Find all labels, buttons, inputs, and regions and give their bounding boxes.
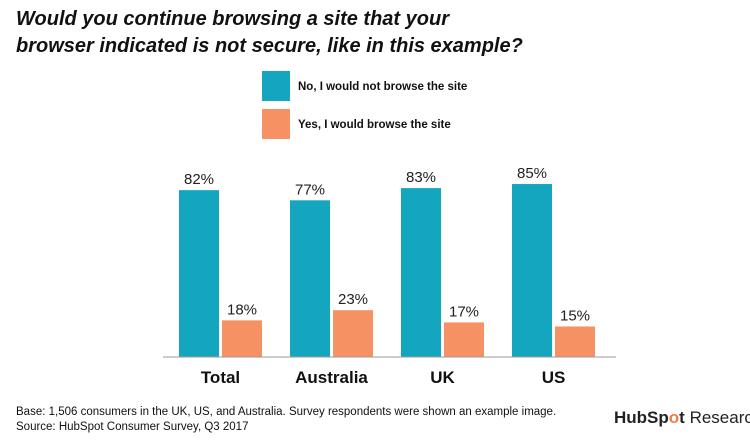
bar-uk-yes (444, 322, 484, 357)
bar-us-no (512, 184, 552, 357)
bar-us-yes (555, 326, 595, 357)
data-label-us-yes: 15% (560, 307, 590, 324)
bar-australia-no (290, 200, 330, 357)
x-tick-us: US (542, 368, 566, 387)
footer-base-note: Base: 1,506 consumers in the UK, US, and… (16, 406, 557, 418)
data-label-australia-no: 77% (295, 181, 325, 198)
x-tick-australia: Australia (295, 368, 368, 387)
bar-chart: No, I would not browse the site Yes, I wo… (163, 71, 616, 387)
chart-title: Would you continue browsing a site that … (16, 6, 716, 60)
data-label-us-no: 85% (517, 165, 547, 182)
legend: No, I would not browse the site Yes, I wo… (262, 71, 467, 139)
x-tick-uk: UK (430, 368, 455, 387)
data-label-australia-yes: 23% (338, 291, 368, 308)
footer: Base: 1,506 consumers in the UK, US, and… (16, 405, 556, 435)
bar-uk-no (401, 188, 441, 357)
x-tick-total: Total (201, 368, 240, 387)
brand-hub: HubSp (614, 408, 669, 427)
legend-label-1: No, I would not browse the site (298, 81, 467, 93)
brand-sprocket-o: o (668, 408, 680, 427)
data-label-uk-yes: 17% (449, 303, 479, 320)
data-label-uk-no: 83% (406, 169, 436, 186)
x-axis-labels: Total Australia UK US (201, 368, 565, 387)
footer-source-note: Source: HubSpot Consumer Survey, Q3 2017 (16, 421, 249, 433)
chart-title-line-2: browser indicated is not secure, like in… (16, 35, 523, 57)
brand-research: Research (689, 408, 750, 427)
bar-australia-yes (333, 310, 373, 357)
legend-swatch-2 (262, 109, 290, 139)
chart-title-line-1: Would you continue browsing a site that … (16, 8, 449, 30)
data-label-total-no: 82% (184, 171, 214, 188)
legend-label-2: Yes, I would browse the site (298, 119, 451, 131)
hubspot-research-logo: HubSpot Research (614, 408, 750, 428)
bar-total-no (179, 190, 219, 357)
brand-t: t (679, 408, 685, 427)
data-label-total-yes: 18% (227, 301, 257, 318)
bars: 82% 18% 77% 23% 83% 17% 85% 15% (179, 165, 595, 357)
bar-total-yes (222, 320, 262, 357)
legend-swatch-1 (262, 71, 290, 101)
